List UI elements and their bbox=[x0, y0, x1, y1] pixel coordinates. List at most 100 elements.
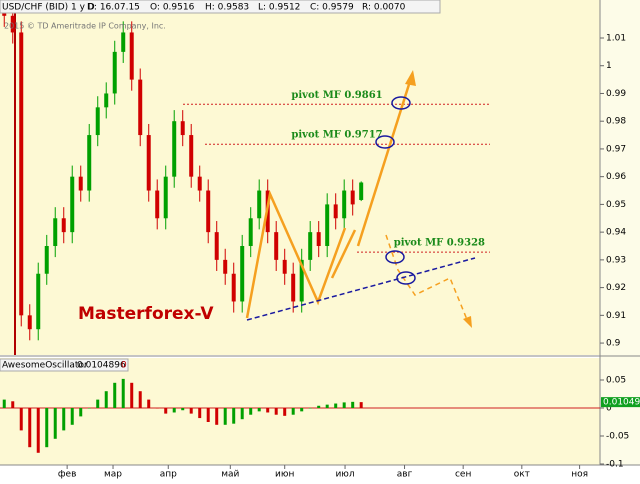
last-value-box bbox=[601, 397, 640, 408]
osc-bar bbox=[28, 408, 32, 448]
candle-body bbox=[291, 273, 296, 302]
wave-line bbox=[245, 189, 347, 319]
candle-body bbox=[274, 232, 279, 260]
x-tick-label: апр bbox=[160, 470, 177, 480]
candle-body bbox=[95, 107, 100, 136]
candle-body bbox=[282, 259, 287, 274]
candle-body bbox=[10, 15, 15, 33]
pivot-label: pivot MF 0.9328 bbox=[394, 238, 485, 249]
osc-bar bbox=[291, 408, 295, 415]
osc-bar bbox=[283, 408, 287, 416]
header-open: O: 0.9516 bbox=[150, 3, 195, 13]
header-high: H: 0.9583 bbox=[205, 3, 249, 13]
osc-bar bbox=[155, 408, 159, 409]
y-tick-label: 0.97 bbox=[606, 144, 626, 154]
header-date: D: 16.07.15 bbox=[87, 3, 140, 13]
target-ellipse bbox=[391, 96, 411, 110]
candle-body bbox=[53, 218, 58, 247]
x-tick-label: авг bbox=[397, 470, 413, 480]
osc-bar bbox=[2, 399, 6, 409]
x-tick-label: фев bbox=[58, 470, 77, 480]
osc-bar bbox=[164, 408, 168, 414]
osc-bar bbox=[130, 382, 134, 409]
arrowhead bbox=[463, 316, 472, 328]
candle-body bbox=[189, 135, 194, 177]
header-range: R: 0.0070 bbox=[362, 3, 406, 13]
candle-body bbox=[197, 176, 202, 191]
x-tick-label: июн bbox=[275, 470, 294, 480]
candle-body bbox=[350, 190, 355, 205]
osc-bar bbox=[206, 408, 210, 422]
candle-body bbox=[129, 32, 134, 80]
osc-bar bbox=[53, 408, 57, 439]
candle-body bbox=[87, 135, 92, 191]
candle-body bbox=[214, 232, 219, 260]
candle-body bbox=[121, 32, 126, 52]
osc-bar bbox=[249, 408, 253, 415]
symbol: USD/CHF (BID) 1 у D bbox=[2, 3, 95, 13]
osc-bar bbox=[198, 408, 202, 419]
osc-value: 0.0104896 bbox=[77, 361, 126, 371]
x-tick-label: мар bbox=[104, 470, 122, 480]
osc-bar bbox=[266, 408, 270, 413]
y-tick-label: 0.93 bbox=[606, 255, 626, 265]
wave-line bbox=[330, 229, 357, 279]
osc-bar bbox=[113, 382, 117, 409]
y-tick-label: 0.96 bbox=[606, 172, 626, 182]
header-bar bbox=[0, 0, 441, 14]
osc-bar bbox=[240, 408, 244, 420]
candle-body bbox=[316, 232, 321, 247]
osc-bar bbox=[138, 391, 142, 409]
y-tick-label: 1.01 bbox=[606, 33, 626, 43]
candle-body bbox=[112, 51, 117, 94]
candle-body bbox=[61, 218, 66, 233]
target-ellipse bbox=[396, 271, 416, 285]
candle-body bbox=[138, 79, 143, 136]
osc-bar bbox=[325, 404, 329, 409]
osc-bar bbox=[334, 403, 338, 409]
osc-bar bbox=[62, 408, 66, 431]
arrowhead bbox=[405, 70, 416, 86]
projected-path bbox=[385, 234, 469, 323]
y-tick-label: 0.94 bbox=[606, 228, 626, 238]
pivot-label: pivot MF 0.9861 bbox=[291, 90, 382, 101]
osc-bar bbox=[189, 408, 193, 414]
copyright: 2015 © TD Ameritrade IP Company, Inc. bbox=[4, 22, 166, 31]
y-tick-label: -0.05 bbox=[606, 431, 629, 441]
osc-bar bbox=[317, 405, 321, 409]
osc-bar bbox=[96, 399, 100, 409]
osc-bar bbox=[70, 408, 74, 425]
candle-body bbox=[248, 218, 253, 247]
y-tick-label: 0.05 bbox=[606, 376, 626, 386]
osc-bar bbox=[121, 378, 125, 409]
candle-body bbox=[299, 259, 304, 302]
osc-bar bbox=[223, 408, 227, 425]
y-tick-label: 1 bbox=[606, 61, 612, 71]
candle-body bbox=[342, 190, 347, 219]
osc-panel bbox=[0, 358, 600, 465]
osc-bar bbox=[351, 401, 355, 409]
osc-bar bbox=[359, 402, 363, 409]
y-tick-label: -0.1 bbox=[606, 459, 624, 469]
osc-bar bbox=[36, 408, 40, 453]
y-tick-label: 0 bbox=[606, 404, 612, 414]
osc-bar bbox=[232, 408, 236, 424]
osc-bar bbox=[181, 408, 185, 411]
candle-body bbox=[223, 259, 228, 274]
candle-body bbox=[78, 176, 83, 191]
x-tick-label: ноя bbox=[571, 470, 588, 480]
candle-body bbox=[104, 93, 109, 108]
y-tick-label: 0.95 bbox=[606, 200, 626, 210]
target-ellipse bbox=[375, 135, 395, 149]
arrow-up bbox=[356, 77, 413, 247]
y-tick-label: 0.9 bbox=[606, 339, 621, 349]
candle-body bbox=[44, 246, 49, 274]
osc-flag: 0 bbox=[121, 361, 127, 371]
y-tick-label: 0.92 bbox=[606, 283, 626, 293]
osc-bar bbox=[342, 402, 346, 409]
osc-bar bbox=[79, 408, 83, 417]
osc-bar bbox=[104, 391, 108, 409]
header-low: L: 0.9512 bbox=[258, 3, 300, 13]
